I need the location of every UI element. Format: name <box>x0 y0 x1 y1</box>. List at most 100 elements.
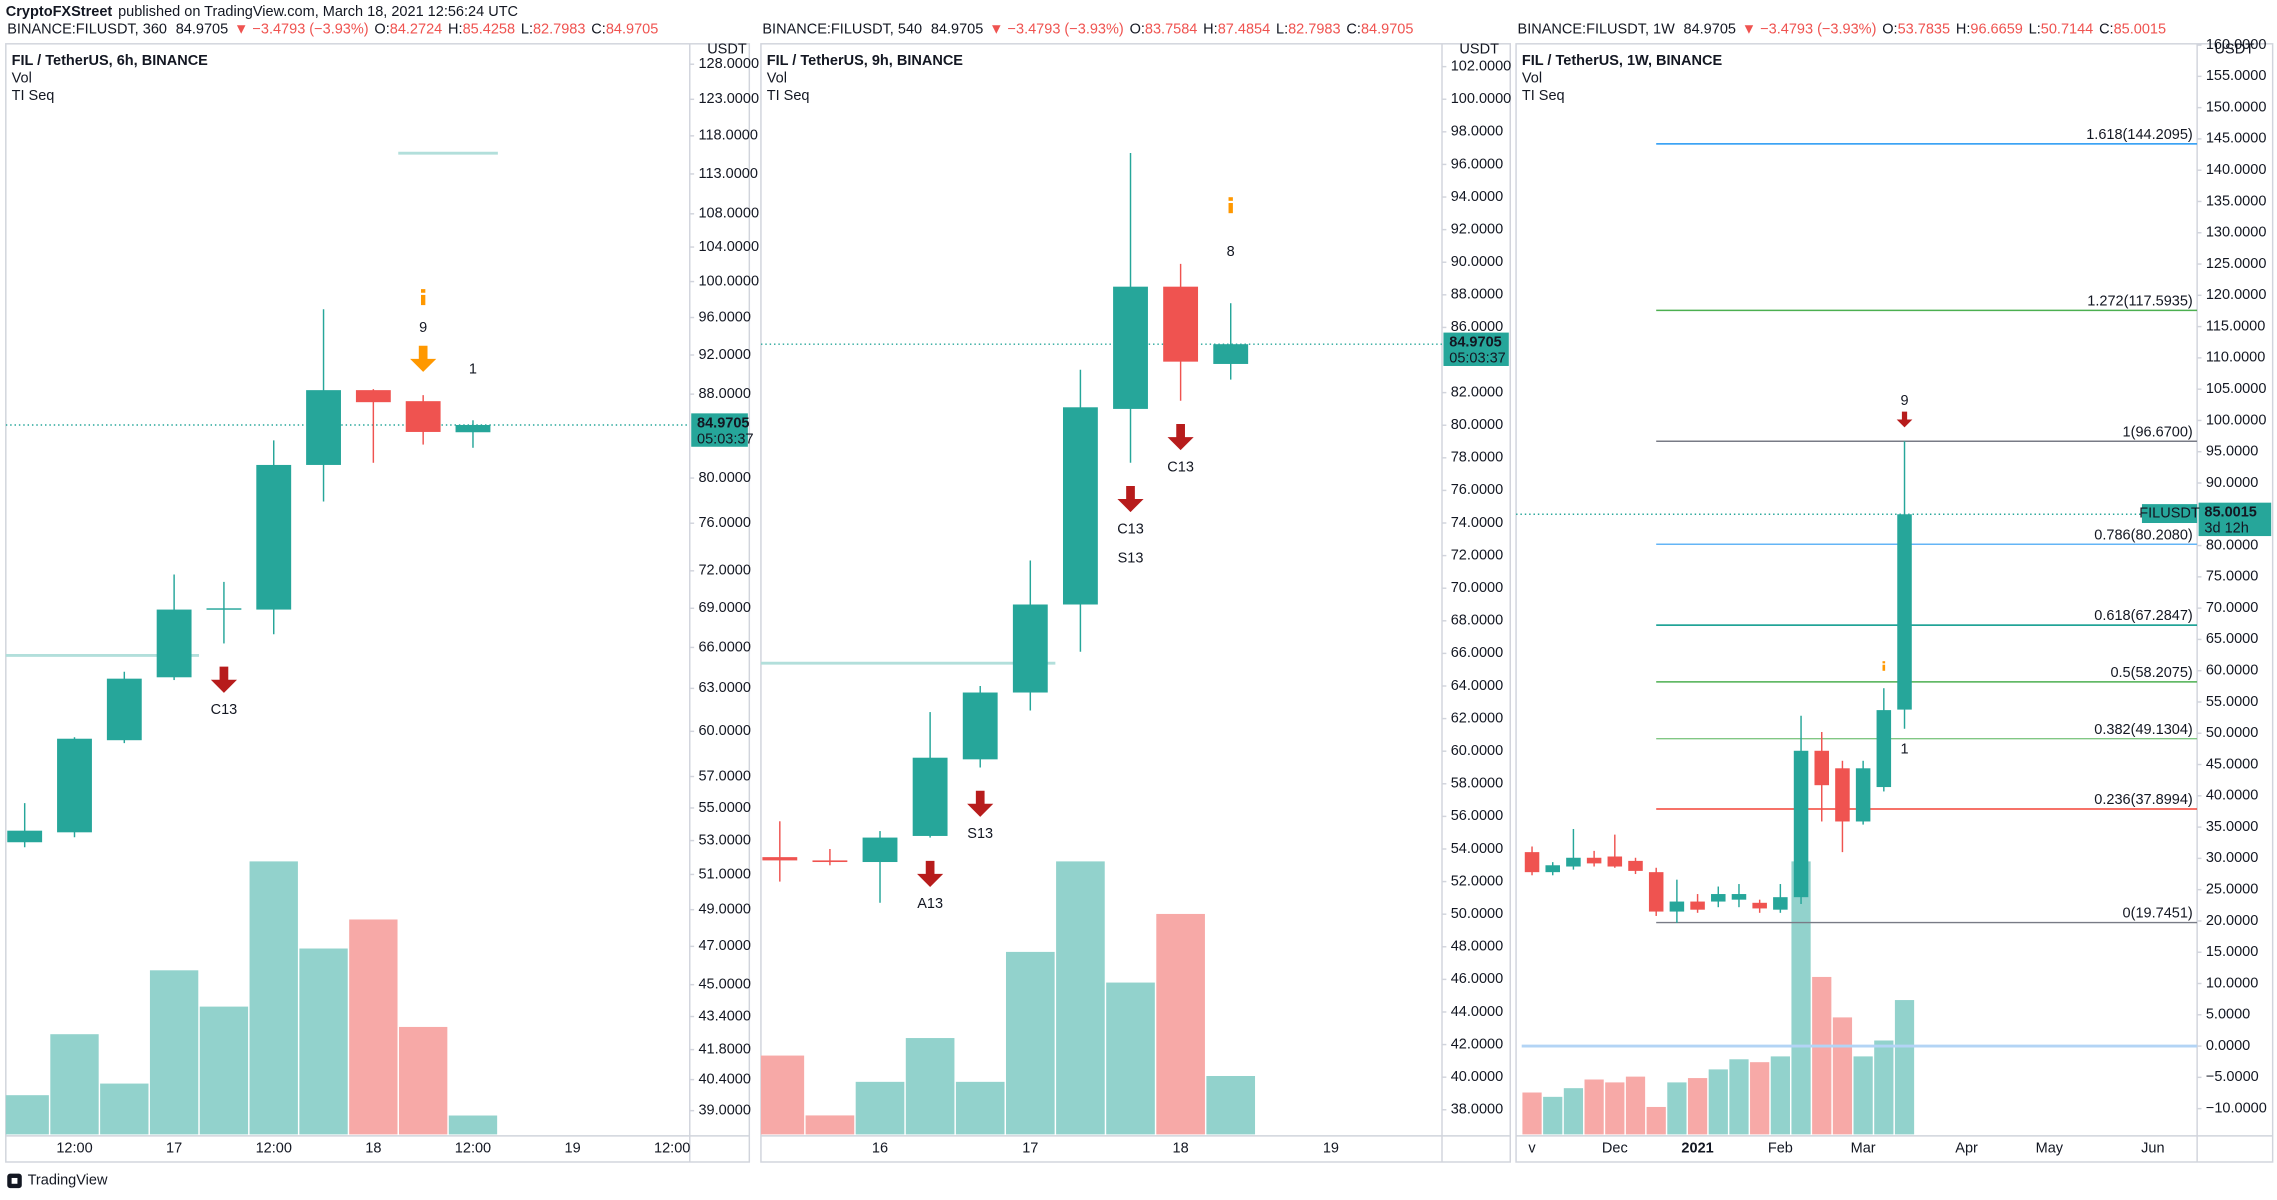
currency: USDT <box>1459 41 1499 57</box>
countdown-label: 05:03:37 <box>697 431 754 447</box>
y-tick-label: 90.0000 <box>1451 254 1503 270</box>
y-tick-label: 128.0000 <box>698 56 759 72</box>
volume-bar <box>1750 1062 1770 1135</box>
chart-title: FIL / TetherUS, 9h, BINANCE <box>767 53 964 69</box>
volume-bar <box>50 1034 99 1135</box>
chart-panel: BINANCE:FILUSDT, 1W 84.9705 ▼ −3.4793 (−3.… <box>1515 21 2274 1163</box>
y-tick-label: 60.0000 <box>1451 743 1503 759</box>
chart-panel: BINANCE:FILUSDT, 540 84.9705 ▼ −3.4793 (−3… <box>760 21 1511 1163</box>
candle-body <box>1545 865 1560 873</box>
candle-body <box>206 608 242 610</box>
y-tick-label: 40.0000 <box>1451 1069 1503 1085</box>
x-tick-label: Feb <box>1768 1141 1793 1157</box>
ohlc-key: H: <box>1956 21 1971 37</box>
ohlc-key: L: <box>2029 21 2041 37</box>
volume-bar <box>805 1115 855 1135</box>
volume-bar <box>349 919 398 1135</box>
signal-label: S13 <box>1118 550 1144 566</box>
ohlc-value: 84.9705 <box>1361 21 1413 37</box>
x-tick-label: v <box>1528 1141 1536 1157</box>
y-tick-label: 48.0000 <box>1451 939 1503 955</box>
volume-bar <box>1543 1096 1563 1135</box>
y-tick-label: 55.0000 <box>2206 694 2258 710</box>
volume-bar <box>1667 1082 1687 1135</box>
signal-tick-dot <box>1882 661 1886 664</box>
signal-label: 1 <box>1900 742 1908 758</box>
x-tick-label: May <box>2036 1141 2064 1157</box>
volume-bar <box>1625 1076 1646 1135</box>
ohlc-value: 84.9705 <box>606 21 658 37</box>
candle-body <box>1690 901 1705 910</box>
candle-body <box>912 757 948 836</box>
y-tick-label: 104.0000 <box>698 239 759 255</box>
x-tick-label: 16 <box>872 1141 888 1157</box>
y-tick-label: 105.0000 <box>2206 381 2267 397</box>
volume-bar <box>100 1083 149 1135</box>
candle-body <box>455 424 491 433</box>
y-tick-label: 88.0000 <box>1451 287 1503 303</box>
candle-body <box>1586 857 1602 864</box>
y-tick-label: −5.0000 <box>2206 1069 2259 1085</box>
y-tick-label: 57.0000 <box>698 768 750 784</box>
y-tick-label: 125.0000 <box>2206 256 2267 272</box>
volume-bar <box>199 1006 249 1135</box>
y-tick-label: 80.0000 <box>1451 417 1503 433</box>
volume-bar <box>299 948 348 1135</box>
brand: TradingView <box>28 1173 108 1189</box>
y-tick-label: 140.0000 <box>2206 162 2267 178</box>
y-tick-label: 66.0000 <box>1451 645 1503 661</box>
indicator-name: Vol <box>767 70 787 86</box>
y-tick-label: 68.0000 <box>1451 613 1503 629</box>
signal-count: 1 <box>469 361 477 377</box>
volume-bar <box>1156 913 1205 1135</box>
x-tick-label: 12:00 <box>56 1141 92 1157</box>
header-change: ▼ −3.4793 (−3.93%) <box>234 21 369 37</box>
chart-panel: BINANCE:FILUSDT, 360 84.9705 ▼ −3.4793 (−3… <box>5 21 759 1163</box>
y-tick-label: 40.4000 <box>698 1071 750 1087</box>
last-price-label: 84.9705 <box>1449 335 1501 351</box>
y-tick-label: 110.0000 <box>2206 350 2265 366</box>
signal-arrow <box>1167 424 1194 451</box>
x-tick-label: 17 <box>1022 1141 1038 1157</box>
last-price-box <box>2198 502 2272 537</box>
fib-label: 0.786(80.2080) <box>2094 527 2192 543</box>
fib-label: 0.5(58.2075) <box>2110 665 2192 681</box>
fib-label: 0(19.7451) <box>2123 906 2193 922</box>
y-tick-label: 60.0000 <box>2206 663 2258 679</box>
ohlc-value: 50.7144 <box>2041 21 2093 37</box>
publish-line: CryptoFXStreet published on TradingView.c… <box>6 4 518 20</box>
candle-body <box>1835 768 1850 822</box>
y-tick-label: 94.0000 <box>1451 189 1503 205</box>
header-price: 84.9705 <box>1684 21 1736 37</box>
candle-body <box>1213 344 1249 364</box>
symbol-tag: FILUSDT <box>2139 505 2200 521</box>
y-tick-label: 50.0000 <box>1451 906 1503 922</box>
y-tick-label: 35.0000 <box>2206 819 2258 835</box>
author: CryptoFXStreet <box>6 4 113 20</box>
y-tick-label: 78.0000 <box>1451 450 1503 466</box>
y-tick-label: 30.0000 <box>2206 850 2258 866</box>
volume-bar <box>5 1095 49 1135</box>
y-tick-label: 49.0000 <box>698 902 750 918</box>
symbol-header: BINANCE:FILUSDT, 360 84.9705 ▼ −3.4793 (−3… <box>7 21 658 37</box>
y-tick-label: 56.0000 <box>1451 808 1503 824</box>
signal-label: C13 <box>211 702 238 718</box>
candle-body <box>1897 514 1912 710</box>
indicator-name: Vol <box>12 70 32 86</box>
y-tick-label: 98.0000 <box>1451 124 1503 140</box>
candle-body <box>1628 860 1643 871</box>
candle-body <box>1163 286 1199 362</box>
y-tick-label: 100.0000 <box>698 273 759 289</box>
header-price: 84.9705 <box>931 21 983 37</box>
signal-tick <box>420 294 426 306</box>
signal-arrow <box>410 345 437 372</box>
x-tick-label: 19 <box>565 1141 581 1157</box>
y-tick-label: 52.0000 <box>1451 873 1503 889</box>
volume-bar <box>1106 982 1155 1135</box>
volume-bar <box>1206 1076 1256 1135</box>
symbol-header: BINANCE:FILUSDT, 1W 84.9705 ▼ −3.4793 (−3.… <box>1518 21 2167 37</box>
candle-body <box>106 678 142 741</box>
indicator-name: TI Seq <box>1522 88 1565 104</box>
y-tick-label: 64.0000 <box>1451 678 1503 694</box>
x-tick-label: 19 <box>1323 1141 1339 1157</box>
